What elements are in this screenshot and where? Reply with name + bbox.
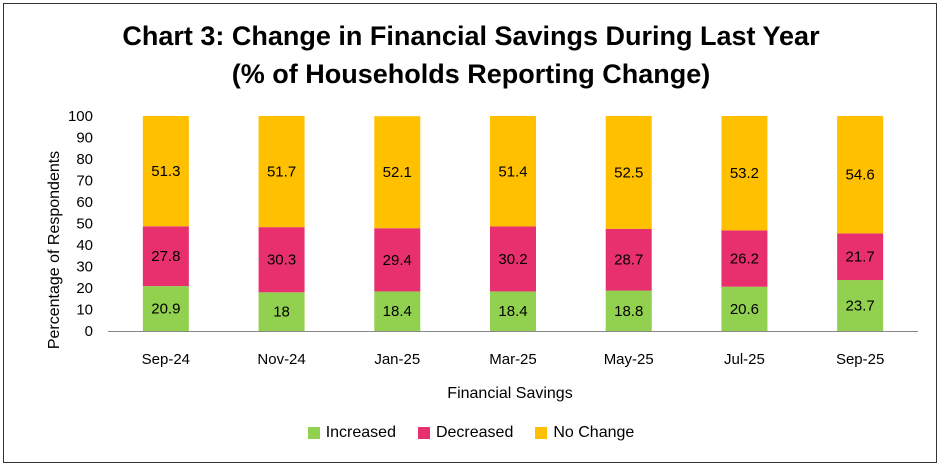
legend-label-increased: Increased	[325, 424, 396, 441]
data-label-decreased: 30.3	[267, 252, 296, 269]
y-tick-label: 20	[76, 280, 93, 297]
bar-increased	[490, 291, 536, 331]
data-label-increased: 20.6	[730, 301, 759, 318]
bar-increased	[837, 280, 884, 331]
data-label-no-change: 51.7	[267, 164, 296, 181]
data-label-decreased: 29.4	[383, 252, 412, 269]
bar-increased	[142, 286, 189, 331]
bar-no-change	[605, 116, 652, 229]
x-tick-label: Sep-25	[836, 351, 884, 368]
bar-decreased	[258, 227, 305, 293]
bar-no-change	[490, 116, 536, 227]
data-label-no-change: 52.5	[614, 164, 643, 181]
chart-title-line1: Chart 3: Change in Financial Savings Dur…	[122, 21, 820, 51]
y-tick-label: 70	[76, 173, 93, 190]
bar-decreased	[490, 226, 536, 292]
y-tick-label: 50	[76, 216, 93, 233]
bar-no-change	[374, 116, 421, 229]
data-label-decreased: 21.7	[846, 249, 875, 266]
data-label-decreased: 27.8	[151, 248, 180, 265]
y-tick-label: 60	[76, 194, 93, 211]
bar-increased	[721, 286, 768, 331]
bar-no-change	[142, 116, 189, 227]
data-label-no-change: 52.1	[383, 164, 412, 181]
y-tick-label: 80	[76, 151, 93, 168]
y-axis-title: Percentage of Respondents	[46, 151, 63, 349]
bar-increased	[258, 292, 305, 331]
data-label-decreased: 28.7	[614, 252, 643, 269]
bar-decreased	[605, 228, 652, 291]
legend-item-increased: Increased	[307, 424, 396, 442]
y-tick-label: 10	[76, 302, 93, 319]
legend-swatch-decreased	[417, 427, 430, 439]
y-tick-label: 100	[68, 108, 93, 125]
data-label-decreased: 30.2	[498, 251, 527, 268]
chart-frame: Chart 3: Change in Financial Savings Dur…	[3, 3, 937, 463]
y-tick-label: 40	[76, 237, 93, 254]
x-tick-label: Jul-25	[724, 351, 765, 368]
legend-item-decreased: Decreased	[417, 424, 514, 442]
x-axis-title: Financial Savings	[447, 385, 572, 402]
bar-decreased	[721, 230, 768, 287]
y-tick-label: 0	[85, 323, 93, 340]
data-label-increased: 18.8	[614, 303, 643, 320]
x-tick-label: Jan-25	[374, 351, 420, 368]
bar-chart: 0 10 20 30 40 50 60 70 80 90 100 20.9 27.8 51.3 18 30.…	[46, 108, 918, 402]
legend-label-no-change: No Change	[553, 424, 635, 441]
bar-increased	[605, 290, 652, 331]
legend-label-decreased: Decreased	[435, 424, 514, 441]
y-tick-label: 90	[76, 130, 93, 147]
bar-no-change	[837, 116, 884, 234]
bar-increased	[374, 291, 421, 331]
bar-no-change	[721, 116, 768, 231]
chart-legend: Increased Decreased No Change	[4, 424, 938, 442]
bar-decreased	[374, 228, 421, 292]
legend-swatch-increased	[307, 427, 320, 439]
data-label-increased: 18.4	[383, 303, 412, 320]
data-label-increased: 18	[273, 304, 290, 321]
data-label-no-change: 51.3	[151, 163, 180, 180]
data-label-no-change: 54.6	[846, 167, 875, 184]
x-tick-label: Nov-24	[257, 351, 305, 368]
bar-decreased	[142, 226, 189, 287]
data-label-no-change: 53.2	[730, 165, 759, 182]
chart-title-line2: (% of Households Reporting Change)	[231, 59, 711, 89]
x-tick-label: Mar-25	[489, 351, 537, 368]
data-label-increased: 23.7	[846, 298, 875, 315]
data-label-increased: 20.9	[151, 301, 180, 318]
data-label-decreased: 26.2	[730, 251, 759, 268]
bar-no-change	[258, 116, 305, 228]
data-label-no-change: 51.4	[498, 163, 527, 180]
legend-swatch-no-change	[535, 427, 548, 439]
x-tick-label: Sep-24	[142, 351, 190, 368]
x-tick-label: May-25	[604, 351, 654, 368]
data-label-increased: 18.4	[498, 303, 527, 320]
y-tick-label: 30	[76, 259, 93, 276]
bar-decreased	[837, 233, 884, 281]
legend-item-no-change: No Change	[535, 424, 634, 442]
